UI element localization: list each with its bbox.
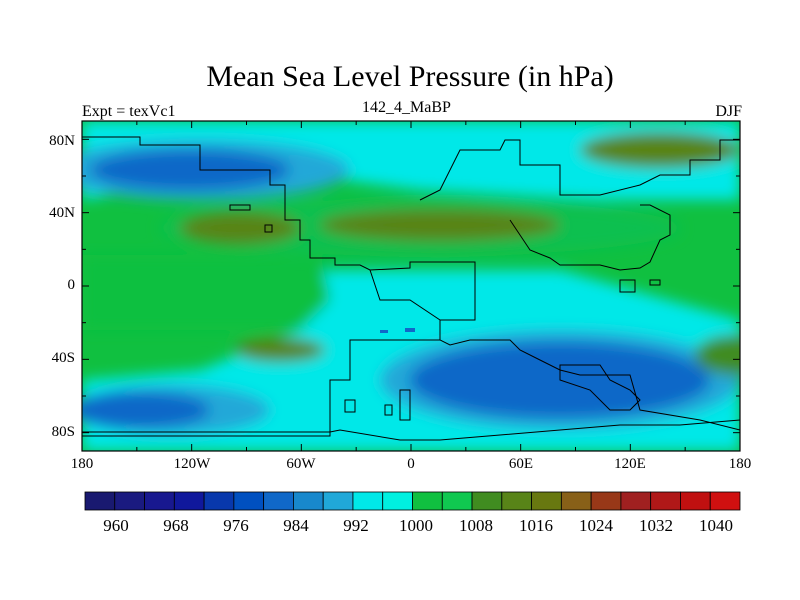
colorbar-swatch bbox=[293, 491, 324, 511]
colorbar-label: 968 bbox=[163, 516, 189, 535]
x-tick-label: 60W bbox=[286, 456, 316, 472]
contour-1016-south-atlantic bbox=[235, 338, 325, 362]
coast-antarctica bbox=[82, 419, 740, 441]
colorbar-swatch bbox=[531, 491, 562, 511]
colorbar-label: 992 bbox=[343, 516, 369, 535]
colorbar-label: 1032 bbox=[639, 516, 673, 535]
y-tick-label: 0 bbox=[67, 277, 76, 293]
colorbar-swatch bbox=[412, 491, 443, 511]
coast-greenland bbox=[229, 204, 251, 211]
x-tick-label: 60E bbox=[508, 456, 534, 472]
contour-1000-equator-west bbox=[82, 255, 330, 330]
colorbar-swatch bbox=[441, 491, 473, 511]
time-label: 142_4_MaBP bbox=[362, 99, 451, 116]
colorbar-swatch bbox=[382, 491, 413, 511]
colorbar-label: 1040 bbox=[699, 516, 733, 535]
contour-1008-east-pacific bbox=[695, 335, 740, 375]
colorbar-swatch bbox=[650, 491, 681, 511]
y-tick-label: 40S bbox=[51, 350, 75, 366]
colorbar-swatch bbox=[263, 491, 294, 511]
colorbar-swatch bbox=[590, 491, 622, 511]
colorbar-swatch bbox=[173, 491, 205, 511]
coast-asia-south bbox=[509, 204, 671, 271]
contour-984-southwest bbox=[82, 392, 210, 428]
colorbar-swatch bbox=[114, 491, 145, 511]
contour-1016-ridge-west bbox=[180, 212, 300, 244]
x-tick-label: 120E bbox=[614, 456, 646, 472]
x-tick-label: 120W bbox=[173, 456, 211, 472]
coast-japan bbox=[619, 279, 661, 293]
colorbar-swatch bbox=[203, 491, 235, 511]
coast-americas bbox=[82, 136, 476, 437]
contour-984-north bbox=[90, 150, 290, 190]
colorbar-label: 960 bbox=[103, 516, 129, 535]
colorbar-swatch bbox=[709, 491, 741, 511]
x-tick-label: 0 bbox=[407, 456, 415, 472]
coast-eurasia bbox=[419, 139, 740, 201]
y-tick-label: 80S bbox=[51, 424, 75, 440]
colorbar-swatch bbox=[471, 491, 503, 511]
colorbar-label: 1008 bbox=[459, 516, 493, 535]
colorbar-label: 984 bbox=[283, 516, 309, 535]
coast-australia bbox=[559, 364, 641, 411]
y-tick-label: 40N bbox=[49, 205, 75, 221]
contour-1000-tropics bbox=[82, 121, 740, 200]
colorbar-label: 1024 bbox=[579, 516, 613, 535]
coastlines bbox=[82, 136, 740, 441]
contour-1016-ridge-east bbox=[320, 209, 560, 241]
colorbar-label: 1000 bbox=[399, 516, 433, 535]
colorbar-swatch bbox=[620, 491, 652, 511]
colorbar-label: 976 bbox=[223, 516, 249, 535]
colorbar-swatch bbox=[352, 491, 384, 511]
x-tick-label: 180 bbox=[70, 456, 94, 472]
colorbar-swatch bbox=[680, 491, 711, 511]
coast-africa bbox=[369, 269, 740, 431]
coast-caribbean bbox=[264, 224, 273, 233]
colorbar-swatch bbox=[501, 491, 532, 511]
contour-field bbox=[82, 121, 740, 451]
contour-1016-siberia bbox=[580, 132, 740, 168]
colorbar-swatch bbox=[144, 491, 175, 511]
chart-title: Mean Sea Level Pressure (in hPa) bbox=[206, 60, 614, 93]
colorbar-swatch bbox=[84, 491, 116, 511]
colorbar-swatch bbox=[322, 491, 354, 511]
coast-south-america-tip bbox=[344, 389, 411, 421]
colorbar-swatch bbox=[560, 491, 592, 511]
equator-anomaly-2 bbox=[405, 328, 415, 332]
x-tick-label: 180 bbox=[728, 456, 752, 472]
equator-anomaly-1 bbox=[380, 330, 388, 333]
experiment-label: Expt = texVc1 bbox=[82, 103, 176, 120]
colorbar-label: 1016 bbox=[519, 516, 553, 535]
colorbar bbox=[84, 491, 741, 511]
colorbar-swatch bbox=[233, 491, 265, 511]
axis-ticks bbox=[81, 121, 741, 451]
y-tick-label: 80N bbox=[49, 133, 75, 149]
season-label: DJF bbox=[715, 103, 742, 120]
